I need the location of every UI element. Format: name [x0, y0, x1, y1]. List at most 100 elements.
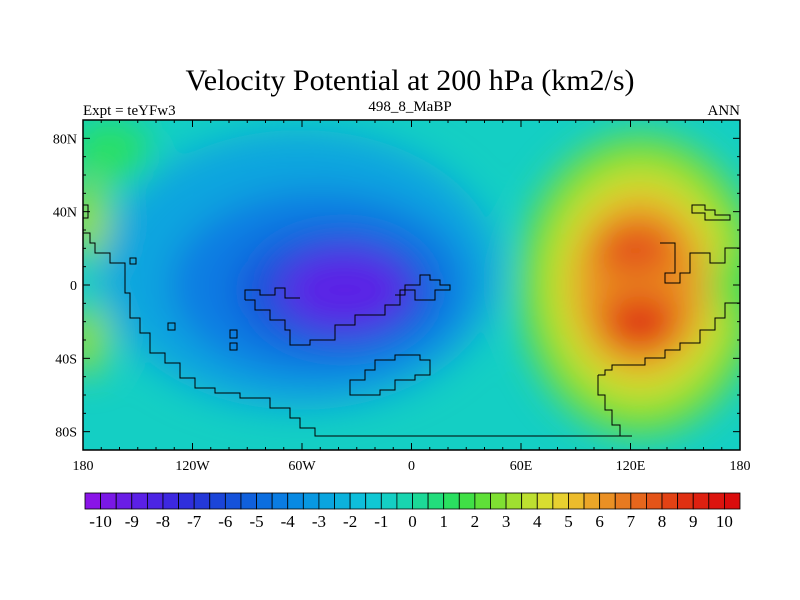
colorbar-swatch	[318, 492, 335, 510]
colorbar-label: -3	[312, 512, 326, 531]
colorbar-swatch	[458, 492, 476, 510]
coastline-island-1	[229, 329, 238, 339]
colorbar-swatch	[224, 492, 242, 510]
colorbar-swatch	[193, 492, 211, 510]
field-blob-high-south	[602, 296, 678, 348]
colorbar-swatch	[536, 492, 554, 510]
colorbar-label: 9	[689, 512, 698, 531]
colorbar-swatch	[724, 492, 741, 510]
x-tick-label: 60E	[510, 459, 533, 474]
colorbar-label: -10	[89, 512, 112, 531]
x-tick-label: 120E	[616, 459, 646, 474]
colorbar-swatch	[100, 492, 117, 510]
y-tick-label: 0	[70, 279, 77, 294]
colorbar-swatch	[146, 492, 164, 510]
y-tick-label: 40S	[55, 352, 77, 367]
field-blob-west-high-north	[83, 180, 108, 260]
x-axis: 180 120W 60W 0 60E 120E 180	[73, 120, 751, 474]
y-tick-label: 80N	[53, 132, 77, 147]
colorbar-swatch	[380, 492, 398, 510]
coastline-west	[83, 232, 632, 437]
colorbar-label: -8	[156, 512, 170, 531]
colorbar-swatch	[661, 492, 679, 510]
colorbar-swatch	[505, 492, 523, 510]
colorbar-swatch	[474, 492, 491, 510]
colorbar-swatch	[115, 492, 133, 510]
colorbar-swatch	[692, 492, 710, 510]
colorbar-label: 6	[595, 512, 604, 531]
colorbar-label: -1	[374, 512, 388, 531]
coastline-southern-block	[349, 354, 431, 396]
colorbar-label: 0	[408, 512, 417, 531]
colorbar-swatch	[162, 492, 179, 510]
colorbar-swatch	[646, 492, 663, 510]
colorbar-swatch	[240, 492, 257, 510]
y-tick-label: 80S	[55, 426, 77, 441]
colorbar-swatch	[677, 492, 694, 510]
colorbar-swatch	[302, 492, 320, 510]
period-label: 498_8_MaBP	[368, 99, 451, 115]
colorbar-swatch	[84, 492, 101, 510]
colorbar-label: 4	[533, 512, 542, 531]
colorbar-swatch	[708, 492, 725, 510]
field-blob-low-core	[280, 250, 410, 330]
colorbar-label: -2	[343, 512, 357, 531]
field-blob-northwest-green	[83, 120, 150, 180]
coastline-island-2	[229, 342, 238, 351]
colorbar-swatch	[490, 492, 507, 510]
colorbar-swatch	[599, 492, 616, 510]
colorbar-label: 10	[716, 512, 733, 531]
colorbar: -10 -9 -8 -7 -6 -5 -4 -3 -2 -1 0 1 2 3 4 5 6 7 8 9 10	[84, 492, 741, 531]
colorbar-swatch	[614, 492, 632, 510]
colorbar-label: -6	[218, 512, 232, 531]
coastline-east	[598, 302, 740, 376]
colorbar-swatch	[412, 492, 429, 510]
colorbar-swatch	[443, 492, 460, 510]
coastlines	[83, 204, 740, 437]
colorbar-label: -7	[187, 512, 202, 531]
colorbar-swatch	[349, 492, 367, 510]
colorbar-swatch	[256, 492, 273, 510]
colorbar-swatch	[630, 492, 647, 510]
colorbar-label: -4	[281, 512, 296, 531]
coastline-inlet	[244, 287, 300, 300]
coastline-interior	[245, 274, 451, 346]
colorbar-swatch	[178, 492, 195, 510]
coastline-island-4	[129, 257, 137, 265]
coastline-island-3	[167, 322, 176, 331]
field-blob-west-high-south	[83, 305, 106, 375]
colorbar-swatch	[521, 492, 538, 510]
colorbar-swatch	[568, 492, 585, 510]
colorbar-swatch	[209, 492, 226, 510]
colorbar-label: -9	[125, 512, 139, 531]
colorbar-swatch	[271, 492, 289, 510]
colorbar-label: 2	[471, 512, 480, 531]
coastline-northeast	[691, 204, 731, 221]
colorbar-swatch	[131, 492, 148, 510]
x-tick-label: 0	[408, 459, 415, 474]
colorbar-swatch	[396, 492, 413, 510]
x-tick-label: 180	[73, 459, 94, 474]
colorbar-label: 1	[439, 512, 448, 531]
x-tick-label: 120W	[175, 459, 210, 474]
y-tick-label: 40N	[53, 206, 77, 221]
x-tick-label: 60W	[288, 459, 316, 474]
map-panel: 180 120W 60W 0 60E 120E 180 80N 40N 0 40S 80S	[53, 119, 751, 474]
experiment-label: Expt = teYFw3	[83, 103, 176, 119]
colorbar-label: 5	[564, 512, 573, 531]
coastline-east-outline	[660, 242, 740, 284]
y-axis: 80N 40N 0 40S 80S	[53, 132, 740, 441]
colorbar-label: 3	[502, 512, 511, 531]
colorbar-swatch	[365, 492, 382, 510]
field-blob-high-north	[595, 228, 675, 272]
colorbar-swatch	[287, 492, 304, 510]
field-blob-east-trough	[713, 250, 740, 320]
season-label: ANN	[708, 103, 741, 119]
colorbar-swatch	[583, 492, 601, 510]
colorbar-label: 8	[658, 512, 667, 531]
plot-title: Velocity Potential at 200 hPa (km2/s)	[185, 64, 634, 97]
colorbar-label: 7	[627, 512, 636, 531]
colorbar-swatch	[427, 492, 445, 510]
colorbar-swatch	[552, 492, 569, 510]
